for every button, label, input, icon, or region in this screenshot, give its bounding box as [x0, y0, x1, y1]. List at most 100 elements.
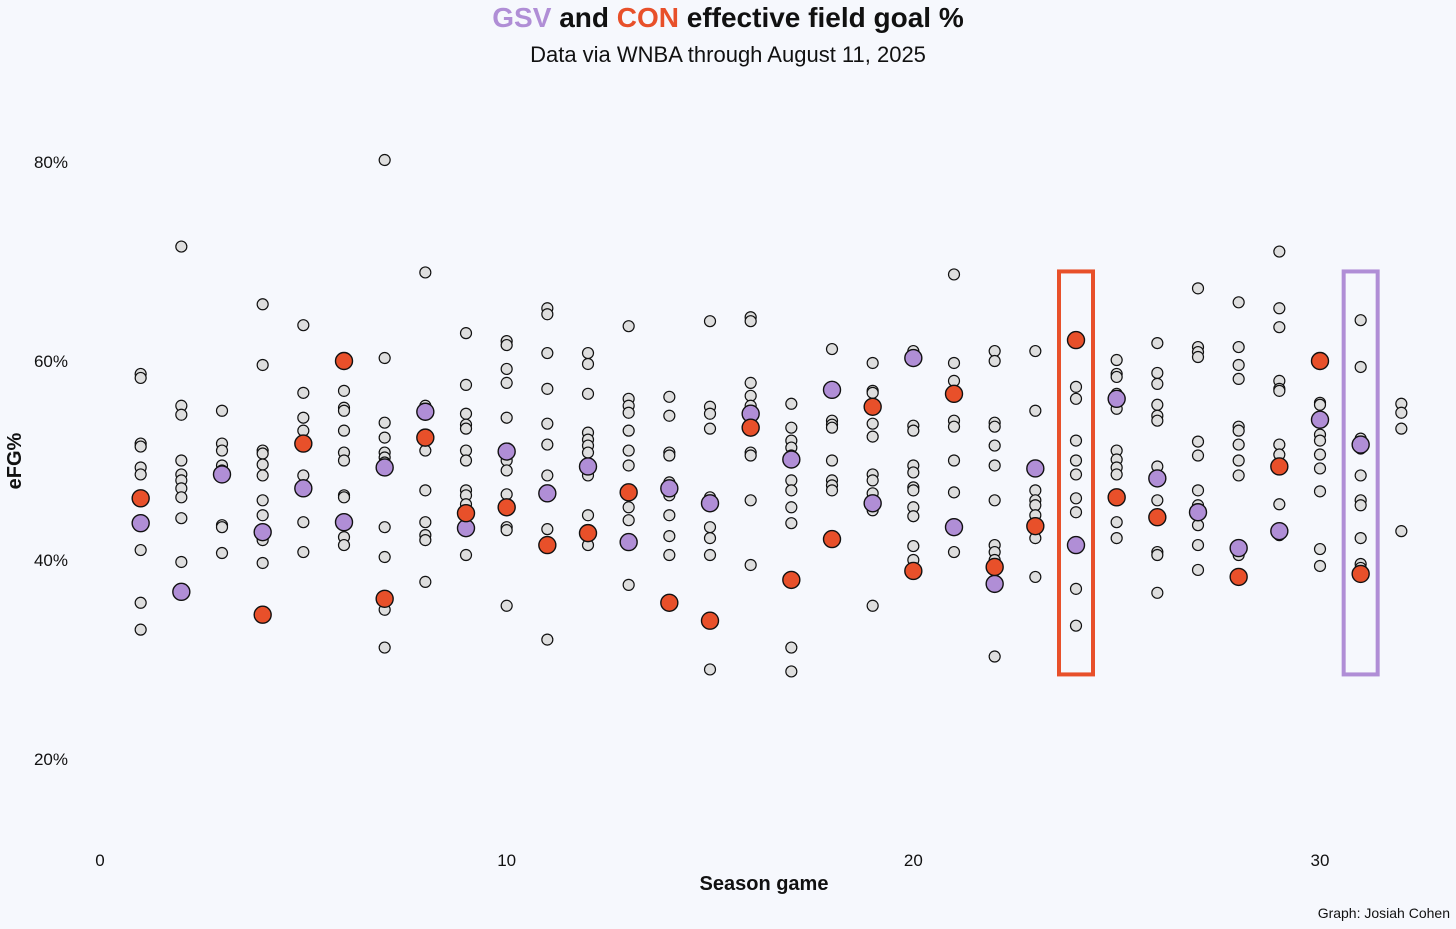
other-team-point	[622, 578, 635, 591]
other-team-point	[1151, 366, 1164, 380]
other-team-point	[1313, 542, 1327, 556]
other-team-point	[1354, 532, 1367, 545]
other-team-point	[785, 474, 798, 487]
other-team-point	[825, 342, 839, 356]
other-team-point	[215, 546, 229, 560]
other-team-point	[256, 469, 269, 482]
con-point	[741, 418, 760, 437]
other-team-point	[581, 357, 595, 371]
other-team-point	[1191, 484, 1205, 497]
other-team-point	[581, 509, 595, 522]
other-team-point	[703, 532, 717, 545]
other-team-point	[1232, 358, 1245, 372]
gsv-point	[782, 450, 801, 469]
other-team-point	[1151, 494, 1164, 507]
other-team-point	[500, 464, 513, 477]
other-team-point	[1151, 548, 1164, 562]
other-team-point	[541, 417, 554, 430]
other-team-point	[1313, 448, 1327, 461]
other-team-point	[1313, 462, 1327, 475]
highlight-box-gsv	[1341, 269, 1380, 677]
other-team-point	[703, 663, 717, 676]
other-team-point	[622, 424, 635, 437]
con-point	[700, 611, 720, 630]
other-team-point	[1151, 414, 1164, 427]
other-team-point	[256, 556, 269, 570]
other-team-point	[175, 555, 188, 569]
other-team-point	[459, 548, 473, 562]
other-team-point	[337, 538, 351, 552]
other-team-point	[581, 346, 595, 360]
other-team-point	[297, 411, 310, 424]
other-team-point	[988, 344, 1001, 358]
other-team-point	[1313, 559, 1327, 573]
other-team-point	[1191, 282, 1205, 295]
other-team-point	[256, 458, 269, 471]
other-team-point	[907, 466, 920, 479]
other-team-point	[134, 543, 147, 557]
con-point	[863, 397, 882, 416]
other-team-point	[459, 422, 473, 435]
other-team-point	[541, 382, 554, 395]
other-team-point	[256, 298, 269, 311]
gsv-point	[212, 465, 232, 484]
other-team-point	[988, 494, 1001, 507]
other-team-point	[1273, 438, 1286, 451]
other-team-point	[1069, 506, 1083, 519]
gsv-point	[1148, 469, 1167, 488]
other-team-point	[459, 444, 473, 457]
x-tick-label: 0	[95, 851, 104, 870]
other-team-point	[541, 469, 554, 482]
chart-title: GSV and CON effective field goal %	[0, 2, 1456, 34]
other-team-point	[703, 407, 717, 420]
other-team-point	[541, 346, 554, 360]
con-point	[782, 570, 801, 590]
other-team-point	[907, 510, 920, 523]
other-team-point	[134, 596, 147, 609]
other-team-point	[1069, 392, 1083, 405]
gsv-point	[822, 380, 842, 400]
con-point	[1270, 457, 1289, 476]
other-team-point	[703, 521, 717, 534]
other-team-point	[622, 406, 635, 419]
other-team-point	[134, 623, 147, 636]
other-team-point	[541, 633, 554, 646]
other-team-point	[581, 446, 595, 459]
other-team-point	[1273, 498, 1286, 511]
con-point	[1229, 567, 1248, 587]
other-team-point	[500, 599, 513, 612]
other-team-point	[1069, 492, 1083, 505]
other-team-point	[663, 390, 676, 403]
gsv-point	[172, 582, 191, 602]
gsv-point	[985, 574, 1004, 594]
other-team-point	[459, 454, 473, 467]
other-team-point	[1151, 336, 1164, 350]
other-team-point	[1273, 321, 1286, 334]
other-team-point	[378, 416, 391, 429]
other-team-point	[459, 378, 473, 391]
other-team-point	[337, 454, 351, 467]
other-team-point	[541, 308, 554, 321]
x-tick-label: 20	[904, 851, 923, 870]
other-team-point	[663, 509, 676, 522]
gsv-point	[334, 512, 354, 532]
other-team-point	[134, 440, 147, 453]
other-team-point	[297, 516, 310, 529]
other-team-point	[1151, 398, 1164, 411]
con-point	[578, 523, 598, 543]
gsv-point	[294, 479, 313, 498]
other-team-point	[297, 545, 310, 559]
con-point	[660, 593, 679, 612]
other-team-point	[744, 449, 757, 462]
other-team-point	[866, 417, 879, 430]
other-team-point	[337, 424, 351, 437]
other-team-point	[1232, 372, 1245, 386]
other-team-point	[825, 454, 839, 467]
gsv-point	[1310, 410, 1330, 429]
other-team-point	[175, 512, 188, 525]
x-tick-label: 30	[1311, 851, 1330, 870]
other-team-point	[256, 494, 269, 507]
other-team-point	[988, 439, 1001, 452]
other-team-point	[988, 459, 1001, 472]
